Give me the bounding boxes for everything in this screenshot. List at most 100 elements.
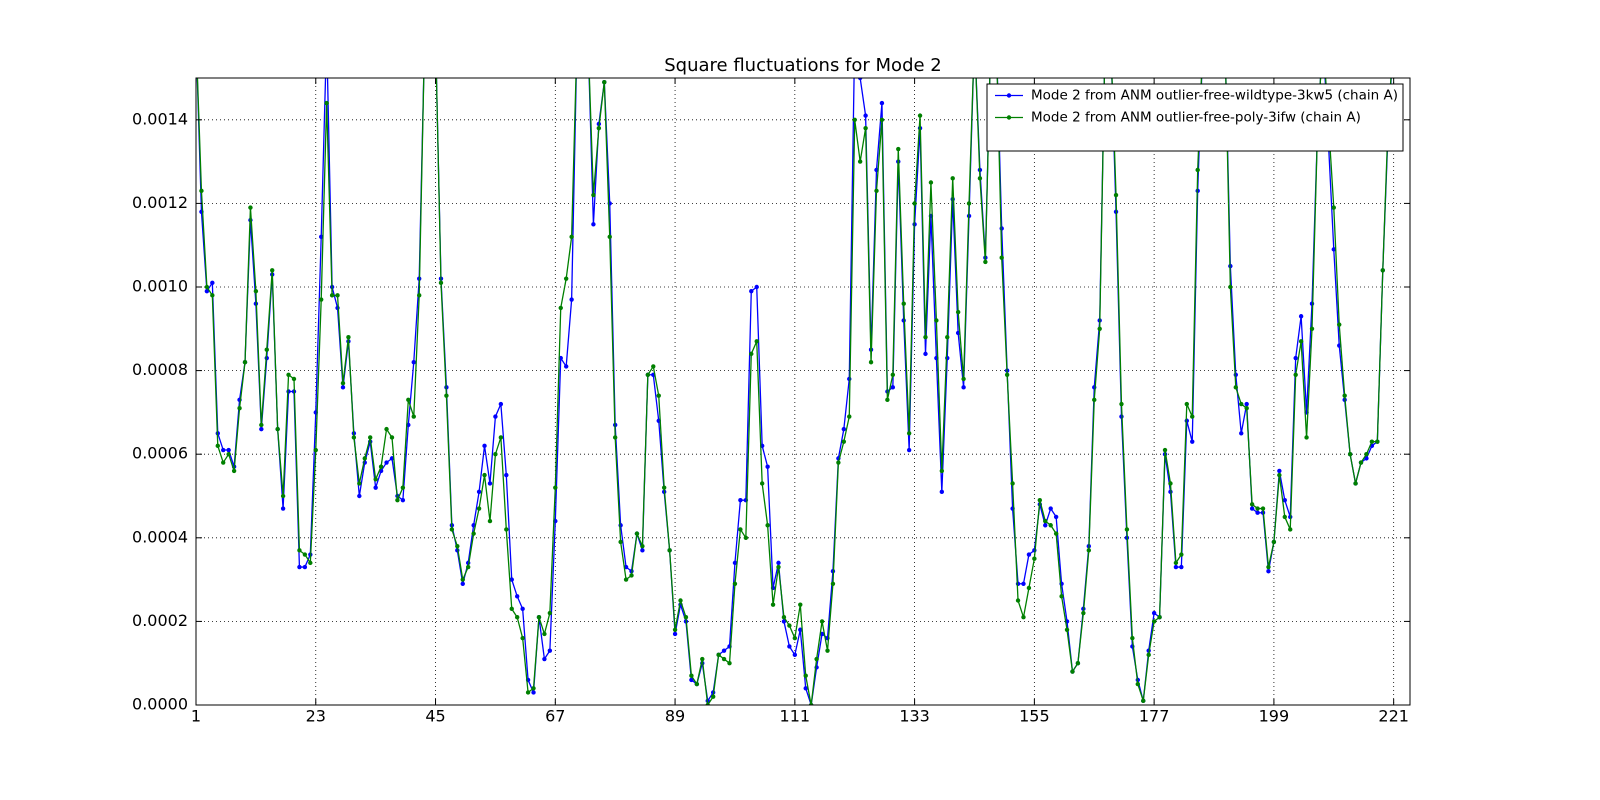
x-tick-label: 155	[1019, 707, 1050, 726]
data-point	[1081, 610, 1086, 616]
y-tick-label: 0.0008	[132, 360, 188, 379]
data-point	[231, 468, 237, 474]
data-point	[678, 598, 683, 603]
data-point	[1190, 439, 1195, 444]
data-point	[291, 376, 297, 382]
data-point	[1282, 514, 1287, 520]
y-tick-label: 0.0002	[132, 611, 188, 630]
data-point	[1070, 669, 1075, 674]
data-point	[280, 506, 286, 511]
data-point	[520, 635, 525, 641]
data-point	[890, 372, 896, 377]
data-point	[297, 564, 302, 570]
data-point	[798, 602, 803, 607]
data-point	[1151, 610, 1157, 616]
data-point	[787, 623, 792, 628]
data-point	[1375, 439, 1380, 444]
data-point	[482, 443, 487, 449]
data-point	[803, 673, 808, 678]
data-point	[879, 100, 885, 106]
data-point	[640, 548, 645, 553]
data-point	[808, 702, 814, 705]
data-point	[874, 188, 879, 194]
data-point	[890, 385, 896, 390]
data-point	[1043, 523, 1048, 528]
data-point	[1260, 506, 1266, 511]
data-point	[237, 406, 242, 411]
data-point	[1053, 514, 1059, 520]
data-point	[732, 581, 738, 586]
x-tick-label: 177	[1139, 707, 1170, 726]
data-point	[1277, 472, 1282, 478]
data-point	[689, 673, 694, 678]
data-point	[999, 226, 1004, 231]
data-point	[286, 389, 291, 394]
data-point	[1309, 301, 1315, 306]
data-point	[210, 280, 215, 286]
data-point	[1010, 481, 1015, 486]
data-point	[373, 477, 378, 482]
data-point	[999, 255, 1004, 260]
data-point	[569, 234, 574, 240]
data-point	[449, 527, 455, 532]
data-point	[961, 376, 966, 382]
data-point	[977, 176, 983, 181]
data-point	[542, 631, 547, 637]
data-point	[634, 531, 640, 536]
axes-frame	[195, 77, 1411, 706]
data-point	[781, 619, 787, 624]
data-point	[324, 100, 329, 106]
data-point	[694, 681, 700, 687]
data-point	[520, 606, 525, 612]
data-point	[1353, 481, 1358, 486]
data-point	[966, 201, 972, 206]
data-point	[204, 288, 210, 294]
data-point	[906, 447, 912, 453]
data-point	[493, 452, 498, 457]
data-point	[1255, 510, 1260, 515]
data-point	[368, 435, 373, 440]
data-point	[787, 644, 792, 649]
data-point	[781, 615, 787, 620]
data-point	[1249, 506, 1255, 511]
data-point	[934, 318, 939, 323]
data-point	[400, 497, 406, 503]
data-point	[792, 635, 798, 641]
data-point	[1266, 564, 1271, 570]
data-point	[563, 364, 569, 369]
data-point	[640, 543, 645, 549]
data-point	[863, 125, 868, 131]
data-point	[335, 305, 340, 311]
data-point	[667, 548, 672, 553]
data-point	[1255, 506, 1260, 511]
data-point	[389, 435, 395, 440]
data-point	[618, 539, 623, 545]
data-point	[917, 113, 923, 118]
data-point	[253, 288, 259, 294]
data-point	[1288, 527, 1293, 532]
data-point	[259, 422, 264, 428]
data-point	[384, 426, 389, 432]
data-point	[738, 497, 743, 503]
data-point	[672, 631, 678, 637]
data-point	[455, 543, 460, 549]
data-point	[1184, 401, 1189, 407]
data-point	[857, 159, 863, 164]
data-point	[1026, 585, 1032, 591]
data-point	[482, 472, 487, 478]
data-point	[928, 180, 934, 185]
data-point	[504, 527, 509, 532]
data-point	[759, 481, 765, 486]
data-point	[1173, 560, 1179, 566]
data-point	[1173, 564, 1179, 570]
data-point	[754, 339, 759, 344]
legend-marker	[1006, 93, 1012, 98]
data-point	[302, 564, 308, 570]
data-point	[770, 602, 776, 607]
data-point	[623, 577, 629, 582]
data-point	[841, 439, 847, 444]
data-point	[1298, 339, 1304, 344]
data-point	[346, 334, 351, 340]
